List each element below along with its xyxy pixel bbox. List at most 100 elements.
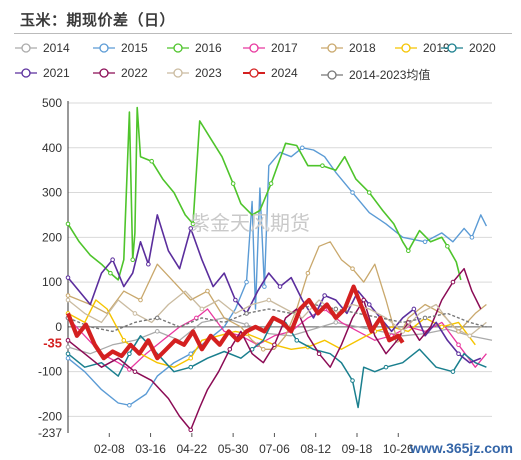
y-tick-label: 400 [42,141,62,155]
legend-swatch-icon [321,69,343,80]
data-point [138,297,143,303]
legend-item[interactable]: 2017 [242,41,298,55]
data-point [65,338,71,343]
legend-swatch-icon [167,43,189,53]
data-point [333,320,339,325]
x-tick-label: 02-08 [94,442,125,456]
data-point [266,297,272,303]
legend-label: 2019 [423,41,450,55]
data-point [230,181,236,186]
legend-swatch-icon [15,43,37,53]
data-point [108,270,113,276]
data-point [400,329,406,334]
legend-item[interactable]: 2015 [92,41,148,55]
data-point [205,288,210,294]
data-point [411,306,417,312]
data-point [262,284,267,289]
data-point [65,344,71,350]
x-tick-label: 05-30 [218,442,249,456]
data-point [188,351,194,357]
data-point [333,306,339,312]
y-tick-label: 200 [42,230,62,244]
series-line [67,267,482,431]
data-point [320,163,325,168]
legend-item[interactable]: 2022 [92,66,148,80]
legend-swatch-icon [441,43,463,53]
series-line [67,308,487,371]
legend-item[interactable]: 2024 [242,66,298,80]
data-point [130,257,136,263]
y-tick-label: -237 [38,426,62,440]
data-point [456,351,461,357]
legend-item[interactable]: 2021 [14,66,70,80]
data-point [277,284,283,289]
legend-item[interactable]: 2023 [166,66,222,80]
data-point [154,315,160,321]
series-line [66,284,405,361]
data-point [406,248,411,254]
legend-swatch-icon [243,43,265,53]
data-point [149,158,154,164]
legend-item[interactable]: 2016 [166,41,222,55]
series-line [67,303,487,333]
data-point [127,402,132,408]
legend-label: 2016 [195,41,222,55]
series-line [67,290,487,337]
legend-item[interactable]: 2018 [320,41,376,55]
legend-swatch-icon [395,43,417,53]
legend-item[interactable]: 2014-2023均值 [320,66,430,83]
data-point [322,293,327,298]
legend-swatch-icon [15,68,37,78]
legend-item[interactable]: 2014 [14,41,70,55]
legend-label: 2017 [271,41,298,55]
data-point [383,364,389,370]
series-line [67,214,482,364]
data-point [132,369,138,374]
legend-item[interactable]: 2019 [394,41,450,55]
chart-title: 玉米：期现价差（日） [20,11,176,29]
legend-label: 2018 [349,41,376,55]
legend-label: 2014-2023均值 [349,68,431,82]
data-point [300,145,305,151]
data-point [121,338,127,343]
data-point [350,190,355,195]
legend-item[interactable]: 2020 [440,41,496,55]
series-line [67,106,462,281]
data-point [199,306,205,312]
data-point [227,346,233,352]
data-point [305,270,311,276]
y-tick-label: 0 [55,320,62,334]
legend-swatch-icon [167,68,189,78]
data-point [260,346,266,352]
data-point [422,315,428,321]
y-tick-label: 300 [42,186,62,200]
legend-label: 2015 [121,41,148,55]
legend-label: 2021 [43,66,70,80]
data-point [188,364,194,370]
watermark: 紫金天风期货 [190,211,310,235]
legend-label: 2014 [43,41,70,55]
legend-swatch-icon [93,43,115,53]
data-point [146,261,151,267]
x-tick-label: 09-18 [342,442,373,456]
legend-swatch-icon [321,43,343,53]
data-point [350,266,355,271]
site-watermark: www.365jz.com [410,440,513,456]
data-point [439,324,445,330]
x-tick-label: 03-16 [135,442,166,456]
legend-label: 2023 [195,66,222,80]
data-point [132,311,138,316]
y-tick-label: -100 [38,365,62,379]
legend-swatch-icon [243,68,265,78]
data-point [65,355,71,361]
data-point [244,311,249,316]
data-point [268,181,274,186]
data-point [366,302,372,307]
data-point [450,369,456,374]
data-point [361,297,366,303]
data-point [188,427,194,433]
data-point [445,243,450,249]
x-tick-label: 04-22 [177,442,208,456]
x-tick-label: 10-26 [383,442,414,456]
data-point [65,297,71,303]
